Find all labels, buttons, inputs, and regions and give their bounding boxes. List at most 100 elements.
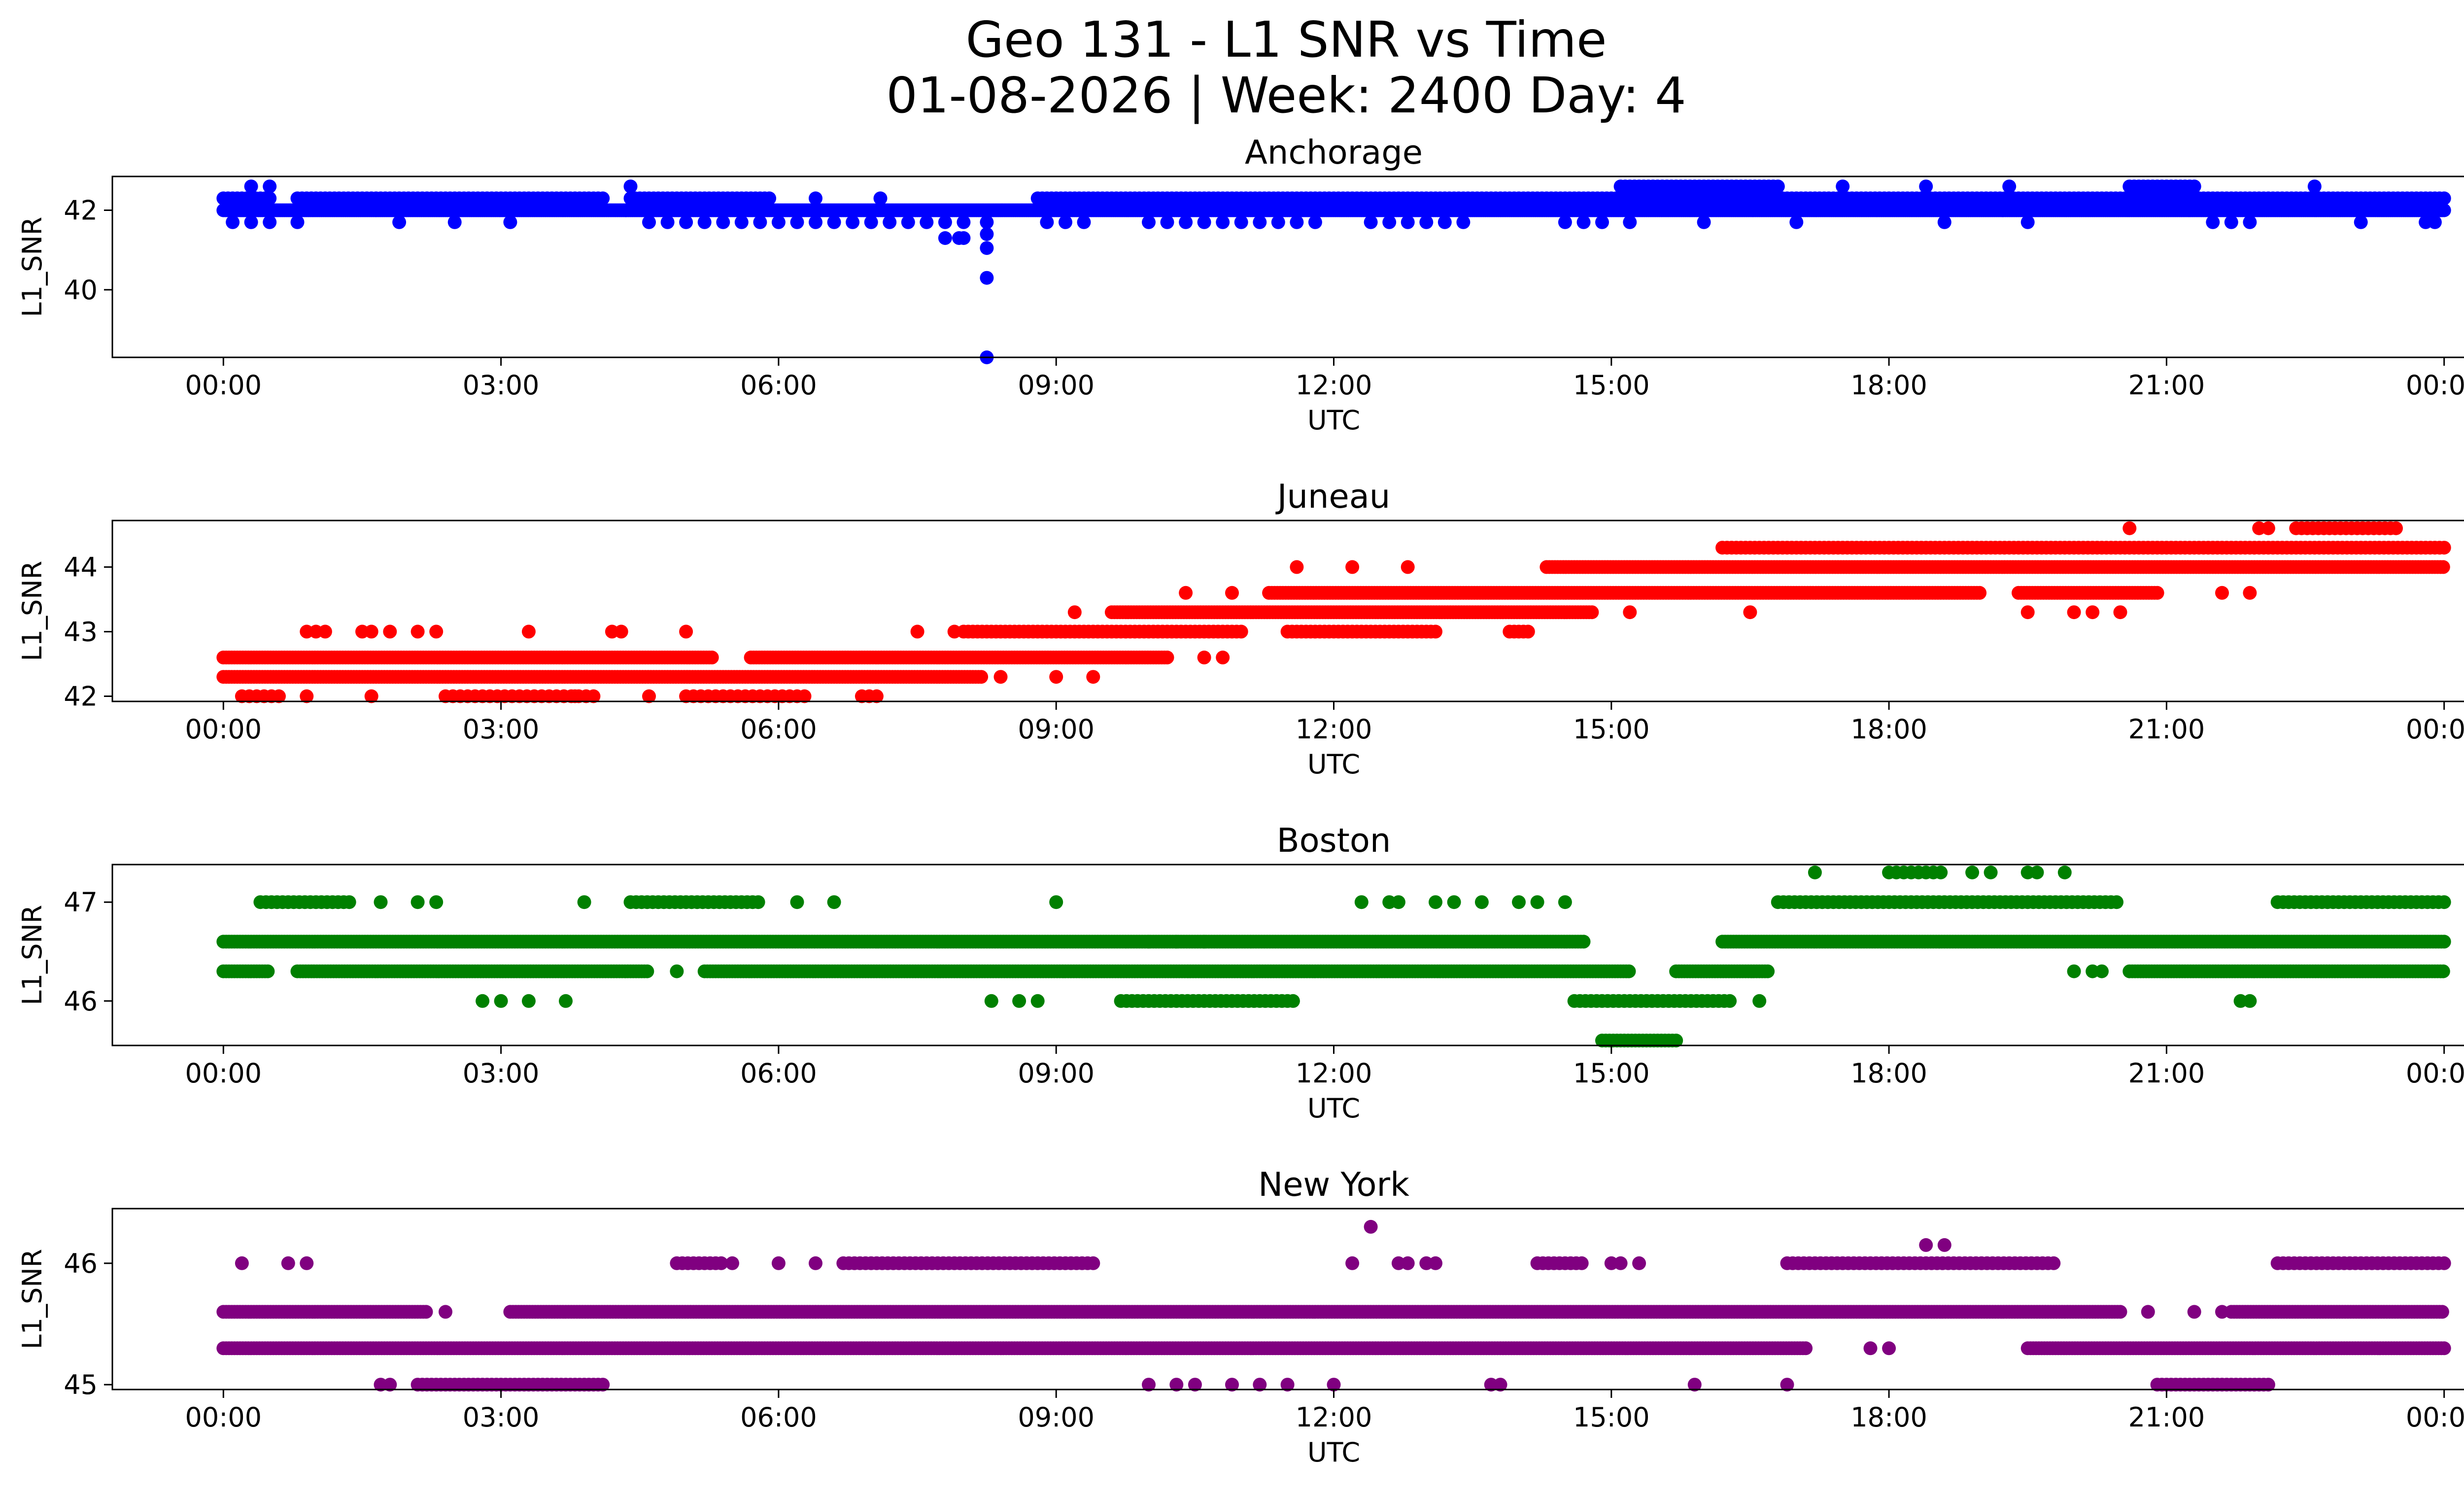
data-point: [846, 215, 860, 229]
data-point: [1576, 215, 1591, 229]
data-point: [226, 215, 240, 229]
data-point: [1040, 215, 1054, 229]
subplot-title: Juneau: [1275, 477, 1390, 516]
data-point: [596, 191, 610, 206]
data-point: [1142, 215, 1156, 229]
data-point: [1521, 625, 1535, 639]
data-point: [364, 625, 378, 639]
data-point: [1234, 215, 1248, 229]
x-tick-label: 15:00: [1573, 714, 1650, 745]
x-tick-label: 21:00: [2128, 370, 2205, 401]
x-tick-label: 06:00: [740, 714, 817, 745]
data-point: [2206, 215, 2220, 229]
data-point: [1160, 650, 1174, 664]
x-tick-label: 18:00: [1850, 714, 1927, 745]
data-point: [623, 179, 638, 194]
data-point: [1789, 215, 1804, 229]
scatter-series: [216, 521, 2451, 703]
x-tick-label: 18:00: [1850, 370, 1927, 401]
data-point: [980, 271, 994, 285]
data-point: [2428, 215, 2442, 229]
x-axis-label: UTC: [1307, 405, 1360, 436]
y-axis-label: L1_SNR: [17, 561, 48, 661]
data-point: [809, 215, 822, 229]
data-point: [1836, 179, 1850, 194]
data-point: [1576, 935, 1591, 949]
figure-title-line2: 01-08-2026 | Week: 2400 Day: 4: [886, 67, 1686, 124]
y-tick-label: 42: [64, 681, 98, 712]
data-point: [762, 191, 777, 206]
figure-title-line1: Geo 131 - L1 SNR vs Time: [966, 11, 1607, 69]
data-point: [1271, 215, 1285, 229]
data-point: [910, 625, 924, 639]
data-point: [1234, 625, 1248, 639]
data-point: [2086, 605, 2100, 620]
data-point: [263, 179, 277, 194]
data-point: [1585, 605, 1599, 620]
data-point: [1456, 215, 1471, 229]
data-point: [2307, 179, 2322, 194]
data-point: [2113, 605, 2127, 620]
data-point: [947, 625, 961, 639]
data-point: [2020, 605, 2035, 620]
data-point: [568, 689, 582, 703]
x-tick-label: 09:00: [1018, 714, 1095, 745]
data-point: [2436, 964, 2450, 978]
x-tick-label: 00:00: [2406, 370, 2464, 401]
data-point: [586, 689, 601, 703]
x-tick-label: 12:00: [1296, 370, 1372, 401]
data-point: [957, 215, 971, 229]
data-point: [797, 689, 812, 703]
data-point: [244, 215, 258, 229]
y-tick-label: 43: [64, 616, 98, 647]
data-point: [957, 231, 971, 245]
data-point: [716, 215, 730, 229]
data-point: [827, 215, 841, 229]
data-point: [1595, 215, 1609, 229]
data-point: [883, 215, 897, 229]
data-point: [901, 215, 915, 229]
data-point: [447, 215, 462, 229]
data-point: [1290, 215, 1304, 229]
data-point: [1437, 215, 1452, 229]
x-tick-label: 03:00: [463, 714, 540, 745]
data-point: [429, 625, 444, 639]
data-point: [2020, 215, 2035, 229]
data-point: [2243, 586, 2257, 600]
data-point: [2122, 521, 2137, 535]
data-point: [1197, 650, 1211, 664]
data-point: [1308, 215, 1322, 229]
data-point: [1345, 560, 1360, 574]
scatter-series: [216, 179, 2451, 364]
x-tick-label: 06:00: [740, 370, 817, 401]
x-tick-label: 03:00: [463, 370, 540, 401]
data-point: [1179, 215, 1193, 229]
data-point: [2354, 215, 2368, 229]
data-point: [873, 191, 888, 206]
scatter-series: [216, 866, 2451, 1047]
data-point: [1216, 650, 1230, 664]
data-point: [1419, 215, 1434, 229]
data-point: [2187, 179, 2201, 194]
data-point: [263, 215, 277, 229]
data-point: [751, 895, 765, 909]
data-point: [290, 215, 305, 229]
data-point: [938, 231, 952, 245]
data-point: [244, 179, 258, 194]
y-tick-label: 40: [64, 275, 98, 306]
data-point: [753, 215, 767, 229]
data-point: [1401, 560, 1415, 574]
data-point: [974, 670, 989, 684]
data-point: [342, 895, 356, 909]
data-point: [1401, 215, 1415, 229]
data-point: [1558, 215, 1572, 229]
data-point: [1086, 670, 1100, 684]
data-point: [2067, 605, 2081, 620]
data-point: [2243, 215, 2257, 229]
data-point: [660, 215, 675, 229]
data-point: [642, 215, 656, 229]
data-point: [1382, 215, 1397, 229]
data-point: [679, 625, 693, 639]
